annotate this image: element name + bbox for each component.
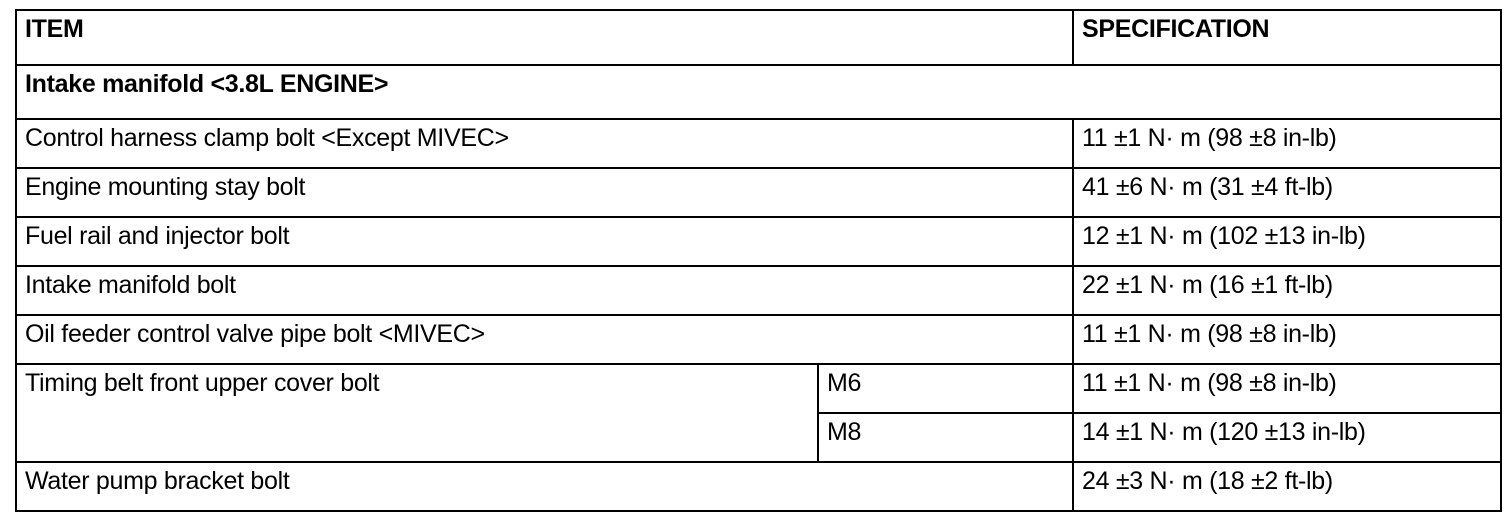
table-row: Timing belt front upper cover bolt M6 11… bbox=[15, 363, 1502, 463]
item-cell: Water pump bracket bolt bbox=[15, 461, 1074, 512]
torque-spec-table: ITEM SPECIFICATION Intake manifold <3.8L… bbox=[15, 9, 1502, 512]
item-cell: Engine mounting stay bolt bbox=[15, 167, 1074, 218]
spec-cell: 22 ±1 N· m (16 ±1 ft-lb) bbox=[1072, 265, 1502, 316]
table-row: Intake manifold bolt 22 ±1 N· m (16 ±1 f… bbox=[15, 265, 1502, 316]
spec-cell: 24 ±3 N· m (18 ±2 ft-lb) bbox=[1072, 461, 1502, 512]
spec-cell: 11 ±1 N· m (98 ±8 in-lb) bbox=[1072, 118, 1502, 169]
table-row: M8 14 ±1 N· m (120 ±13 in-lb) bbox=[16, 412, 1502, 463]
spec-cell: 14 ±1 N· m (120 ±13 in-lb) bbox=[1072, 412, 1502, 463]
size-cell: M6 bbox=[817, 363, 1074, 414]
item-cell: Oil feeder control valve pipe bolt <MIVE… bbox=[15, 314, 1074, 365]
spec-cell: 41 ±6 N· m (31 ±4 ft-lb) bbox=[1072, 167, 1502, 218]
header-row: ITEM SPECIFICATION bbox=[15, 9, 1502, 66]
section-title: Intake manifold <3.8L ENGINE> bbox=[15, 64, 1502, 120]
item-cell: Timing belt front upper cover bolt bbox=[15, 363, 819, 463]
table-row: Water pump bracket bolt 24 ±3 N· m (18 ±… bbox=[15, 461, 1502, 512]
header-specification: SPECIFICATION bbox=[1072, 9, 1502, 66]
item-cell: Control harness clamp bolt <Except MIVEC… bbox=[15, 118, 1074, 169]
item-cell: Intake manifold bolt bbox=[15, 265, 1074, 316]
spec-cell: 11 ±1 N· m (98 ±8 in-lb) bbox=[1072, 363, 1502, 414]
spec-cell: 12 ±1 N· m (102 ±13 in-lb) bbox=[1072, 216, 1502, 267]
table-row: Control harness clamp bolt <Except MIVEC… bbox=[15, 118, 1502, 169]
item-cell: Fuel rail and injector bolt bbox=[15, 216, 1074, 267]
table-row: Fuel rail and injector bolt 12 ±1 N· m (… bbox=[15, 216, 1502, 267]
spec-cell: 11 ±1 N· m (98 ±8 in-lb) bbox=[1072, 314, 1502, 365]
table-row: Engine mounting stay bolt 41 ±6 N· m (31… bbox=[15, 167, 1502, 218]
size-cell: M8 bbox=[817, 412, 1074, 463]
section-row: Intake manifold <3.8L ENGINE> bbox=[15, 64, 1502, 120]
table-row: Oil feeder control valve pipe bolt <MIVE… bbox=[15, 314, 1502, 365]
header-item: ITEM bbox=[15, 9, 1074, 66]
